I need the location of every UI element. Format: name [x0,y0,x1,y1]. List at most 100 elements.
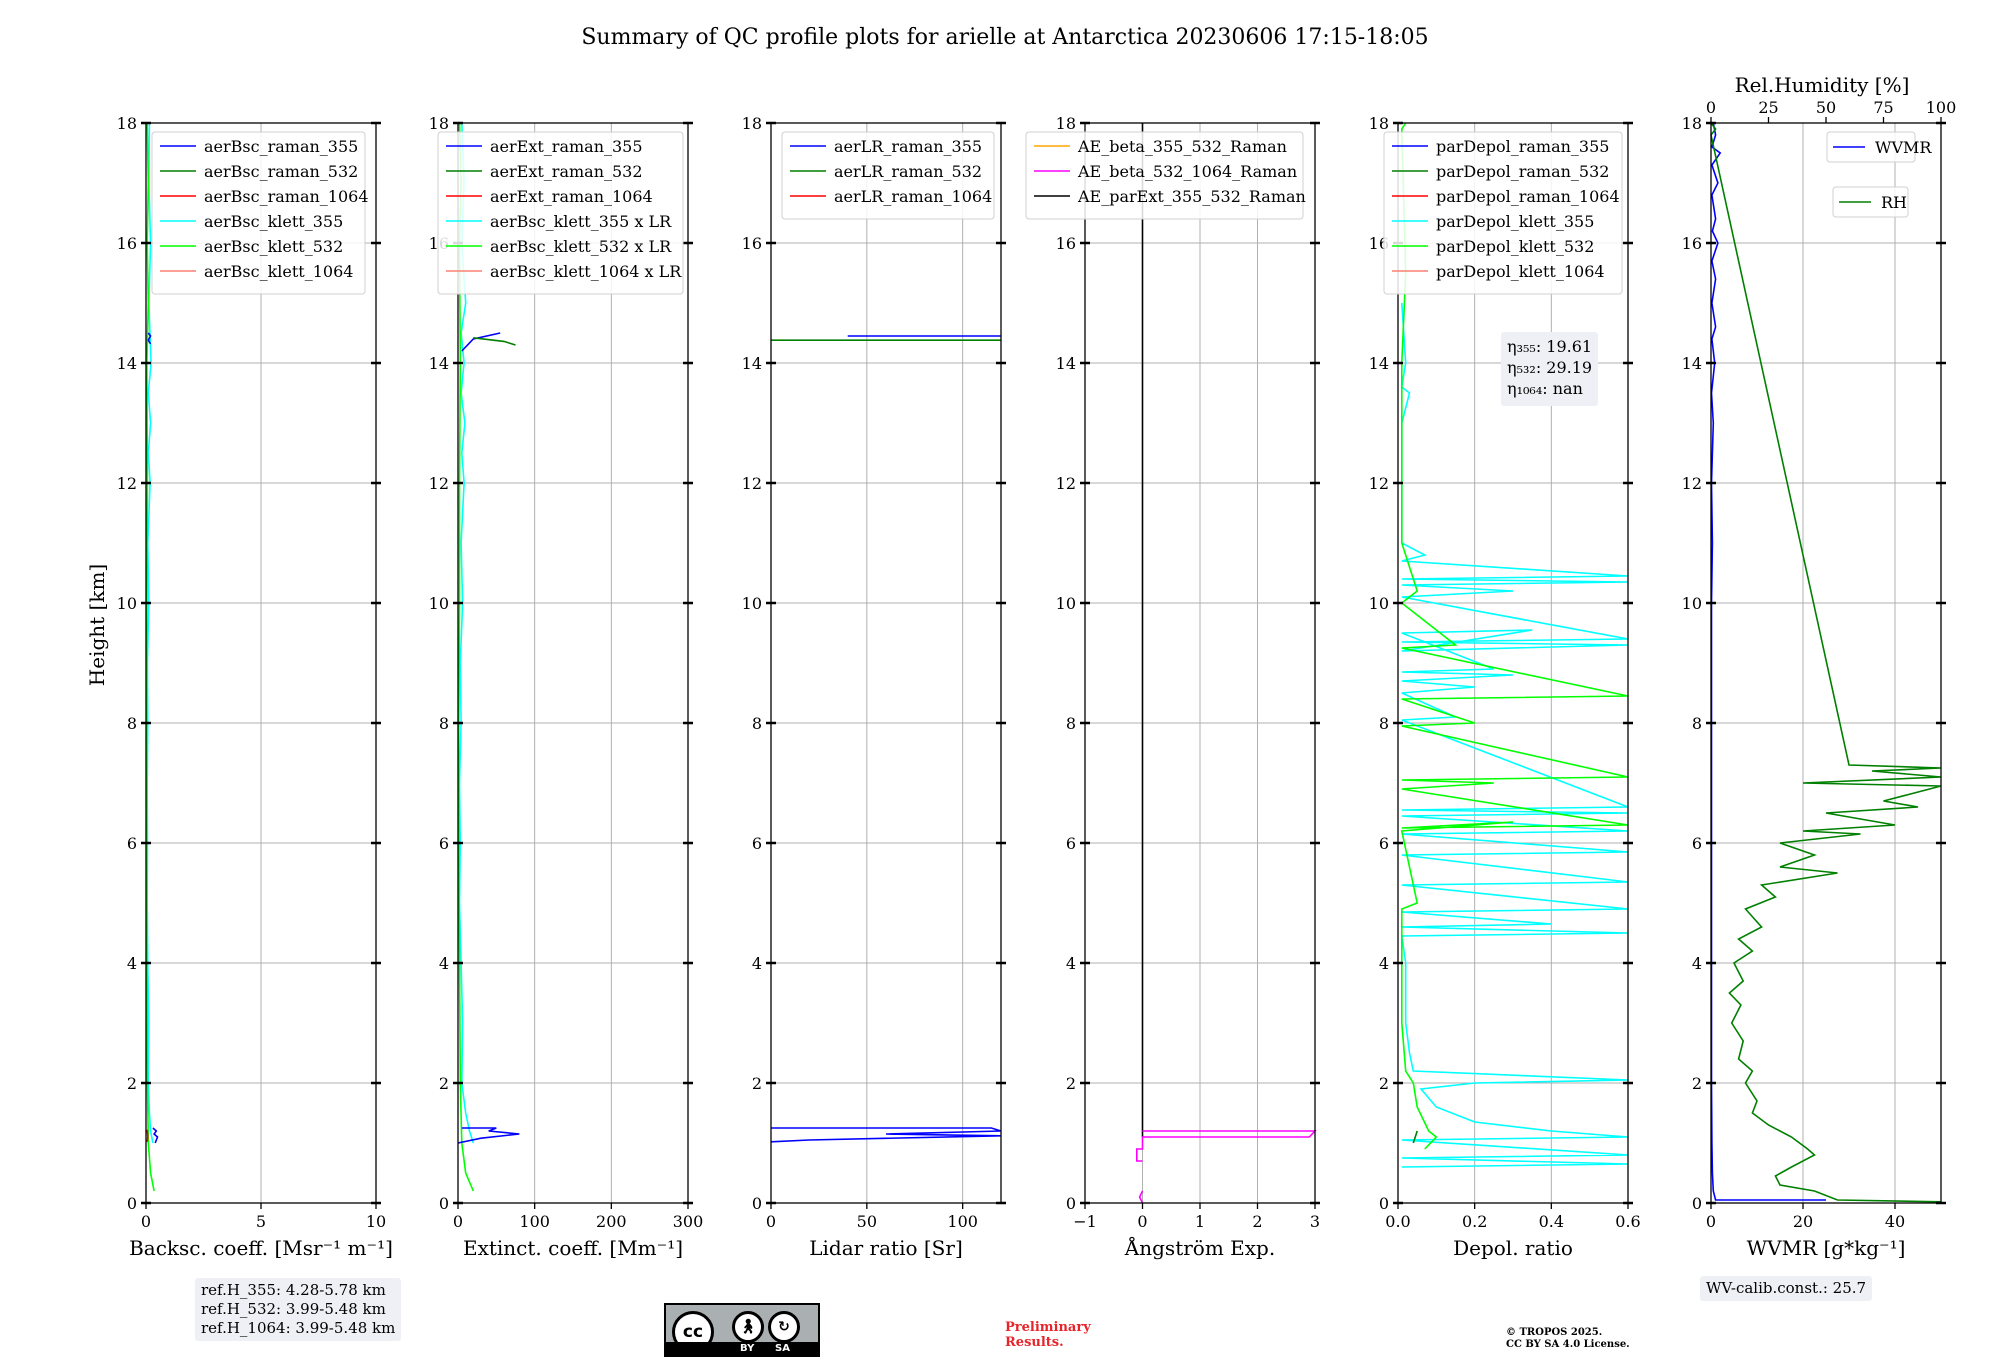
y-tick-label: 8 [752,714,762,733]
y-tick-label: 6 [752,834,762,853]
legend-label: aerLR_raman_532 [834,162,982,181]
top-x-tick-label: 25 [1758,98,1778,117]
annotation-line: η₃₅₅: 19.61 [1507,337,1592,356]
legend-label: aerExt_raman_355 [490,137,643,156]
legend: AE_beta_355_532_Raman AE_beta_532_1064_Ra… [1025,131,1306,220]
y-tick-label: 0 [1066,1194,1076,1213]
preliminary-line-2: Results. [1005,1335,1064,1350]
ref-height-532: ref.H_532: 3.99-5.48 km [201,1300,386,1318]
y-tick-label: 12 [429,474,449,493]
x-axis-label: Backsc. coeff. [Msr⁻¹ m⁻¹] [129,1236,393,1260]
figure-title: Summary of QC profile plots for arielle … [581,25,1428,50]
axes-frame [457,122,689,1204]
top-x-tick-label: 100 [1926,98,1957,117]
x-tick-label: 0.6 [1615,1212,1640,1231]
cc-by-label: BY [740,1343,755,1354]
y-tick-label: 8 [1692,714,1702,733]
series-line-aerExt_raman_532 [473,337,516,346]
legend-label: aerBsc_raman_532 [204,162,358,181]
wv-calib-box: WV-calib.const.: 25.7 [1700,1276,1873,1301]
y-tick-label: 10 [117,594,137,613]
series-line-aerBsc_raman_1064 [146,1129,149,1142]
y-tick-label: 4 [127,954,137,973]
y-tick-label: 0 [1692,1194,1702,1213]
legend-label: aerBsc_klett_532 x LR [490,237,672,256]
x-axis-label: WVMR [g*kg⁻¹] [1747,1236,1906,1260]
cc-sa-label: SA [775,1343,790,1354]
y-tick-label: 18 [742,114,762,133]
legend-label: aerExt_raman_1064 [490,187,653,206]
y-tick-label: 8 [1379,714,1389,733]
legend-label: RH [1881,193,1907,212]
y-tick-label: 12 [1682,474,1702,493]
annotation-box [1501,332,1598,406]
person-icon: 🚶︎ [732,1311,764,1343]
legend-label: AE_beta_355_532_Raman [1077,137,1287,156]
y-tick-label: 2 [752,1074,762,1093]
x-tick-label: 100 [519,1212,550,1231]
legend: aerExt_raman_355 aerExt_raman_532 aerExt_r… [437,131,684,295]
preliminary-line-1: Preliminary [1005,1320,1091,1335]
legend: aerBsc_raman_355 aerBsc_raman_532 aerBsc_r… [151,131,369,295]
x-tick-label: 3 [1310,1212,1320,1231]
series-line-AE_beta_532_1064_Raman [1136,1130,1317,1162]
y-tick-label: 4 [1692,954,1702,973]
y-tick-label: 6 [1692,834,1702,853]
legend-label: aerBsc_raman_1064 [204,187,369,206]
panel-2: 0246810121416180100200300Extinct. coeff.… [429,114,704,1260]
y-tick-label: 14 [1682,354,1702,373]
x-tick-label: 0 [1706,1212,1716,1231]
share-alike-icon: ↻ [768,1311,800,1343]
series-line-aerBsc_raman_355 [147,332,152,345]
y-tick-label: 4 [1066,954,1076,973]
preliminary-results-note: Preliminary Results. [1005,1320,1091,1350]
ref-height-1064: ref.H_1064: 3.99-5.48 km [201,1319,396,1337]
top-x-tick-label: 50 [1816,98,1836,117]
copyright-line-2: CC BY SA 4.0 License. [1506,1339,1630,1350]
y-tick-label: 12 [742,474,762,493]
y-tick-label: 16 [1682,234,1702,253]
y-tick-label: 0 [1379,1194,1389,1213]
legend-label: parDepol_raman_1064 [1436,187,1620,206]
series-line-parDepol_klett_355 [1400,302,1629,1168]
y-tick-label: 0 [439,1194,449,1213]
series-line-aerExt_raman_355 [461,332,501,352]
x-tick-label: 1 [1195,1212,1205,1231]
legend-label: AE_parExt_355_532_Raman [1077,187,1306,206]
y-tick-label: 6 [1379,834,1389,853]
legend-label: parDepol_raman_355 [1436,137,1609,156]
y-tick-label: 0 [127,1194,137,1213]
y-tick-label: 8 [1066,714,1076,733]
axes-frame [770,122,1002,1204]
wv-calib-constant: WV-calib.const.: 25.7 [1706,1279,1867,1297]
x-axis-label: Ångström Exp. [1124,1235,1275,1260]
legend-box [437,131,684,295]
legend-label: aerBsc_raman_355 [204,137,358,156]
legend-label: parDepol_klett_532 [1436,237,1594,256]
series-line-parDepol_raman_532 [1412,1130,1418,1144]
rh-top-axis-label: Rel.Humidity [%] [1735,73,1910,97]
y-tick-label: 8 [127,714,137,733]
panel-1: 0 2 4 6 8 10 12 14 16 18 0 5 10 Backsc. coeff. [Msr⁻¹… [117,114,393,1260]
legend-box [1826,131,1916,163]
y-tick-label: 2 [1692,1074,1702,1093]
legend-box [1383,131,1623,295]
legend-box [151,131,366,295]
y-tick-label: 10 [1369,594,1389,613]
cc-by-sa-badge: cc 🚶︎ ↻ BY SA [664,1303,820,1357]
top-x-tick-label: 0 [1706,98,1716,117]
x-tick-label: 10 [366,1212,386,1231]
x-tick-label: 0.4 [1539,1212,1564,1231]
y-tick-label: 6 [1066,834,1076,853]
y-tick-label: 6 [439,834,449,853]
y-tick-label: 14 [1056,354,1076,373]
y-tick-label: 12 [1056,474,1076,493]
ref-height-box: ref.H_355: 4.28-5.78 km ref.H_532: 3.99-… [195,1278,402,1341]
legend-label: AE_beta_532_1064_Raman [1077,162,1297,181]
y-tick-label: 12 [117,474,137,493]
annotation-line: η₅₃₂: 29.19 [1507,358,1592,377]
series-line-aerBsc_raman_355 [152,1127,159,1144]
